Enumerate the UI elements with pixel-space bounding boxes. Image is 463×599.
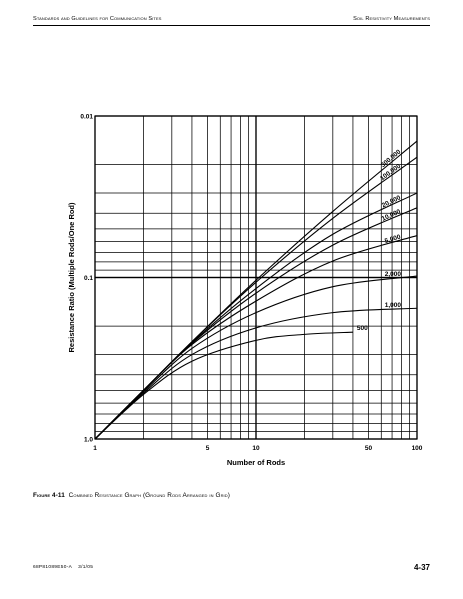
- document-date: 3/1/05: [78, 565, 94, 570]
- series-curve: [94, 331, 353, 440]
- document-id: 68P81089E50-A: [33, 565, 73, 570]
- series-label: 10,000: [381, 208, 402, 223]
- y-tick-label: 0.01: [80, 113, 93, 120]
- x-tick-label: 100: [412, 445, 423, 452]
- figure-number: Figure 4-11: [33, 492, 65, 499]
- series-label: 500: [357, 325, 368, 332]
- running-header-left: Standards and Guidelines for Communicati…: [33, 16, 162, 22]
- footer-left: 68P81089E50-A 3/1/05: [33, 565, 99, 570]
- series-curve: [94, 275, 418, 440]
- series-label: 20,000: [381, 194, 402, 209]
- x-tick-label: 50: [365, 445, 373, 452]
- y-axis-label: Resistance Ratio (Multiple Rods/One Rod): [67, 202, 76, 353]
- page-number: 4-37: [413, 563, 430, 572]
- chart-grid: [94, 115, 418, 440]
- x-tick-label: 1: [93, 445, 97, 452]
- x-tick-label: 10: [252, 445, 260, 452]
- series-label: 2,000: [385, 271, 402, 278]
- figure-caption: Figure 4-11 Combined Resistance Graph (G…: [33, 492, 230, 499]
- y-tick-label: 1.0: [84, 436, 93, 443]
- y-tick-label: 0.1: [84, 275, 93, 282]
- x-tick-label: 5: [206, 445, 210, 452]
- series-label: 5,000: [384, 234, 402, 246]
- figure-caption-text: Combined Resistance Graph (Ground Rods A…: [68, 492, 230, 499]
- chart-labels: 1 5 10 50 1000.010.11.0300,000100,00020,0001…: [80, 113, 422, 452]
- plot-frame: [94, 115, 418, 440]
- running-header-right: Soil Resistivity Measurements: [353, 16, 430, 22]
- header-rule: [33, 25, 430, 26]
- series-label: 1,000: [385, 302, 402, 309]
- chart-curves: [94, 140, 418, 440]
- x-axis-label: Number of Rods: [227, 458, 285, 467]
- series-curve: [94, 307, 418, 440]
- series-curve: [94, 235, 418, 440]
